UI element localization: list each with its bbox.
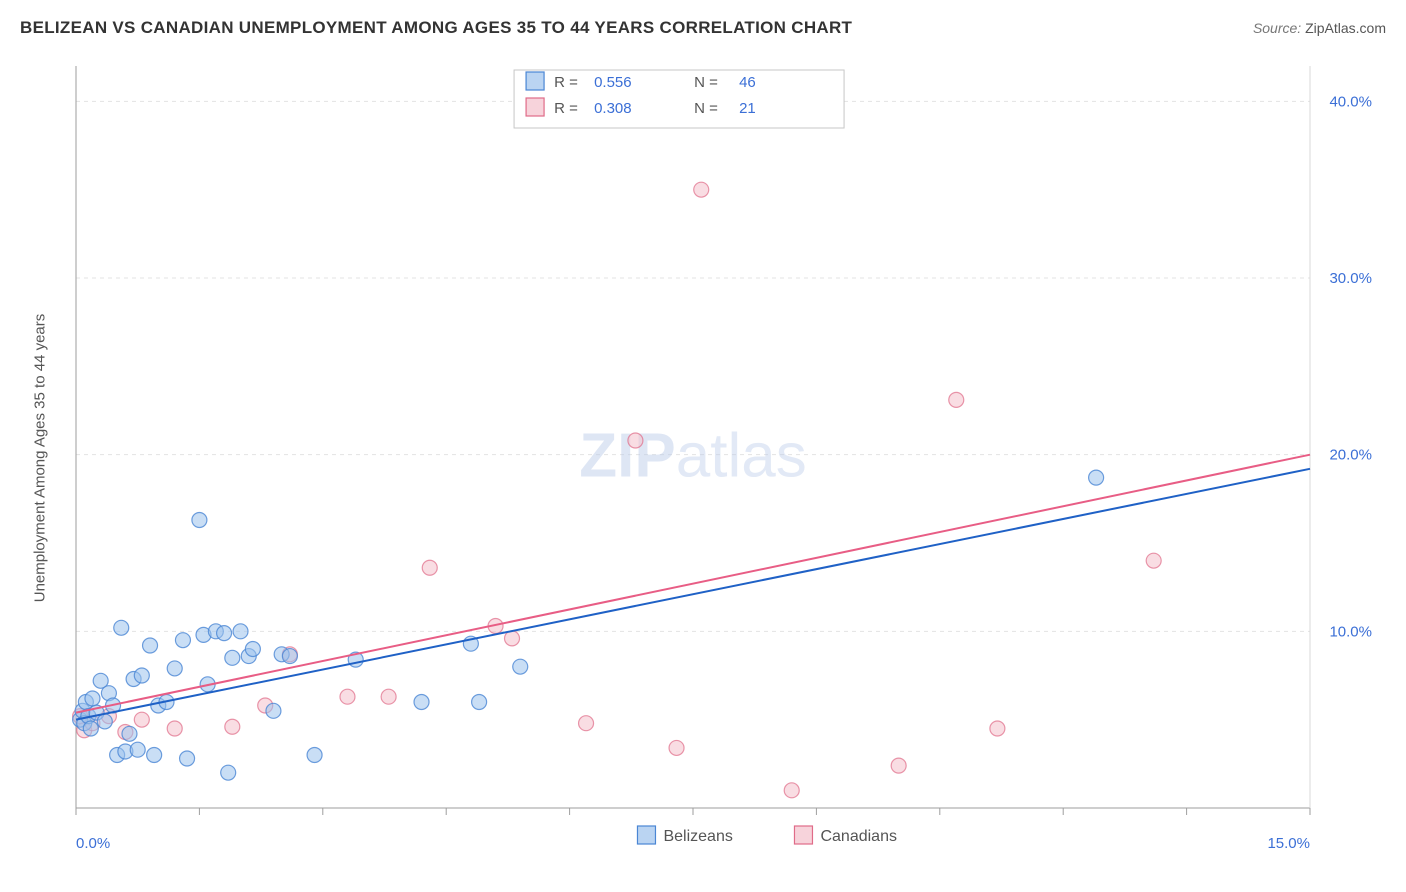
trend-line [76, 455, 1310, 713]
data-point [245, 642, 260, 657]
y-axis-label: Unemployment Among Ages 35 to 44 years [32, 314, 49, 603]
legend-swatch [794, 826, 812, 844]
y-tick-label: 20.0% [1329, 447, 1372, 464]
legend-swatch [637, 826, 655, 844]
source-value: ZipAtlas.com [1305, 20, 1386, 36]
data-point [134, 668, 149, 683]
data-point [114, 620, 129, 635]
data-point [1146, 553, 1161, 568]
data-point [180, 751, 195, 766]
data-point [282, 649, 297, 664]
page-title: BELIZEAN VS CANADIAN UNEMPLOYMENT AMONG … [20, 18, 852, 38]
y-tick-label: 30.0% [1329, 270, 1372, 287]
data-point [472, 695, 487, 710]
data-point [513, 659, 528, 674]
y-tick-label: 40.0% [1329, 93, 1372, 110]
data-point [266, 703, 281, 718]
watermark: ZIPatlas [579, 422, 806, 491]
data-point [628, 433, 643, 448]
data-point [85, 691, 100, 706]
legend-n-value: 21 [739, 100, 756, 117]
data-point [414, 695, 429, 710]
data-point [192, 513, 207, 528]
data-point [130, 742, 145, 757]
legend-series-label: Belizeans [663, 828, 732, 845]
legend-n-value: 46 [739, 74, 756, 91]
y-tick-label: 10.0% [1329, 623, 1372, 640]
data-point [147, 748, 162, 763]
data-point [221, 765, 236, 780]
data-point [97, 714, 112, 729]
legend-bottom: Belizeans Canadians [637, 826, 897, 845]
data-point [167, 721, 182, 736]
data-point [1089, 470, 1104, 485]
data-point [134, 712, 149, 727]
legend-r-label: R = [554, 100, 578, 117]
data-point [990, 721, 1005, 736]
chart-svg: 0.0% 15.0% 10.0% 20.0% 30.0% 40.0% ZIPatlas R =… [70, 58, 1380, 858]
data-point [669, 740, 684, 755]
data-point [784, 783, 799, 798]
x-tick-label: 0.0% [76, 835, 110, 852]
data-point [143, 638, 158, 653]
legend-r-label: R = [554, 74, 578, 91]
data-point [233, 624, 248, 639]
legend-series-label: Canadians [820, 828, 897, 845]
legend-r-value: 0.556 [594, 74, 632, 91]
data-point [225, 650, 240, 665]
data-point [949, 392, 964, 407]
data-point [340, 689, 355, 704]
data-point [122, 726, 137, 741]
data-point [694, 182, 709, 197]
legend-n-label: N = [694, 74, 718, 91]
data-point [891, 758, 906, 773]
legend-n-label: N = [694, 100, 718, 117]
legend-swatch [526, 72, 544, 90]
source-label: Source: [1253, 20, 1301, 36]
correlation-chart: Unemployment Among Ages 35 to 44 years 0… [50, 58, 1380, 858]
data-point [167, 661, 182, 676]
data-point [381, 689, 396, 704]
data-point [422, 560, 437, 575]
x-tick-label: 15.0% [1267, 835, 1310, 852]
data-point [579, 716, 594, 731]
legend-r-value: 0.308 [594, 100, 632, 117]
legend-swatch [526, 98, 544, 116]
data-point [175, 633, 190, 648]
data-point [307, 748, 322, 763]
data-point [83, 721, 98, 736]
data-point [217, 626, 232, 641]
data-point [225, 719, 240, 734]
source-attribution: Source: ZipAtlas.com [1253, 20, 1386, 36]
trend-line [76, 469, 1310, 720]
data-point [505, 631, 520, 646]
